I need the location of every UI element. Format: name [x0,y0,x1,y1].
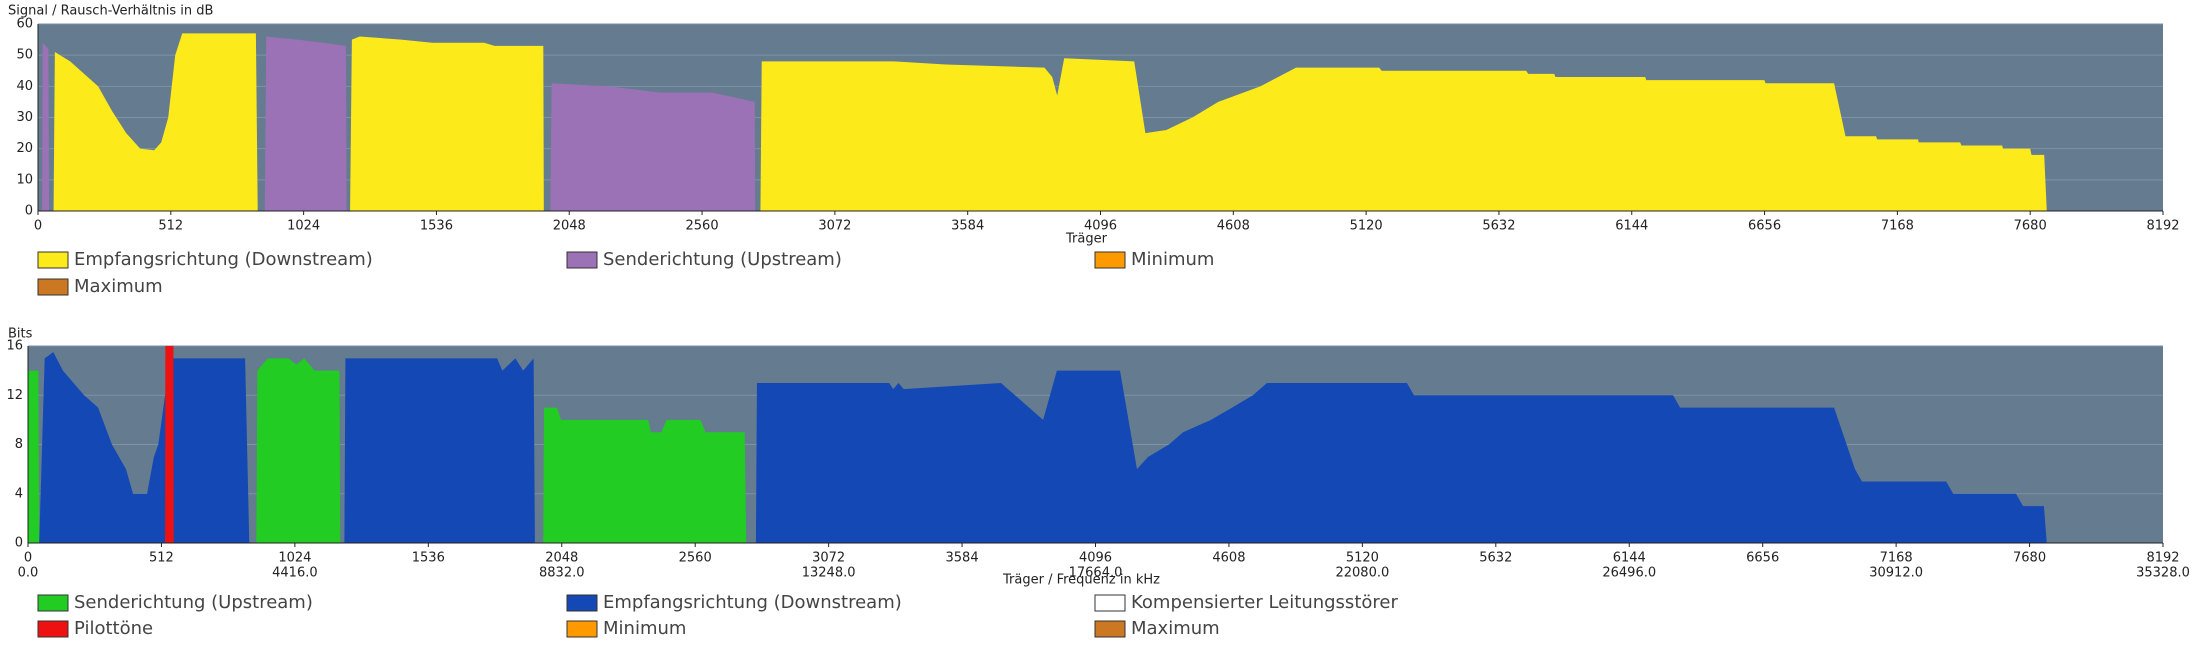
x2-tick-label: 30912.0 [1869,566,1923,581]
x-tick-label: 1024 [278,551,311,566]
series-area [53,33,2047,211]
x-tick-label: 5632 [1479,551,1512,566]
legend-swatch [37,278,69,296]
x-tick-label: 4096 [1084,219,1117,234]
x-tick-label: 1536 [420,219,453,234]
x-tick-label: 3072 [818,219,851,234]
x-tick-label: 6656 [1746,551,1779,566]
series-layer [28,346,2047,543]
x-tick-label: 8192 [2146,219,2179,234]
legend-label: Pilottöne [74,618,153,639]
x2-tick-label: 4416.0 [272,566,318,581]
series-area [28,358,747,543]
x-tick-label: 512 [149,551,174,566]
x-tick-label: 4608 [1212,551,1245,566]
y-tick-label: 4 [15,486,23,501]
y-tick-label: 12 [6,388,23,403]
x-tick-label: 2560 [679,551,712,566]
legend-label: Maximum [74,276,163,297]
x-tick-label: 7680 [2013,551,2046,566]
x2-tick-label: 26496.0 [1602,566,1656,581]
y-tick-label: 30 [16,110,33,125]
x-axis-label: Träger [1065,232,1108,247]
legend-swatch [1094,620,1126,638]
x-tick-label: 4608 [1217,219,1250,234]
x-axis-label: Träger / Frequenz in kHz [1002,573,1160,588]
chart: Signal / Rausch-Verhältnis in dB 0 10 20 30 4… [8,4,2180,298]
series-layer [42,33,2047,211]
x-tick-label: 2048 [545,551,578,566]
legend-swatch [37,620,69,638]
x-tick-label: 2048 [553,219,586,234]
y-tick-label: 50 [16,48,33,63]
x2-tick-label: 13248.0 [802,566,856,581]
x-tick-label: 1536 [412,551,445,566]
legend-swatch [37,251,69,269]
legend-label: Senderichtung (Upstream) [603,249,842,270]
legend-swatch [37,594,69,612]
axis-title: Signal / Rausch-Verhältnis in dB [8,4,213,19]
y-tick-label: 40 [16,79,33,94]
x-tick-label: 3584 [946,551,979,566]
x-tick-label: 4096 [1079,551,1112,566]
y-tick-label: 0 [25,204,33,219]
x-tick-label: 0 [24,551,32,566]
x-tick-label: 8192 [2146,551,2179,566]
x2-tick-label: 22080.0 [1335,566,1389,581]
x-tick-label: 5632 [1482,219,1515,234]
x-tick-label: 3072 [812,551,845,566]
x2-tick-label: 0.0 [18,566,39,581]
y-tick-label: 8 [15,437,23,452]
x2-tick-label: 17664.0 [1069,566,1123,581]
x-tick-label: 1024 [287,219,320,234]
x-tick-label: 7168 [1880,551,1913,566]
x-tick-label: 6656 [1748,219,1781,234]
chart: Bits 0 4 8 12 16 Senderichtung (Upstream) Empfa… [6,327,2189,640]
y-tick-label: 60 [16,17,33,32]
legend-label: Kompensierter Leitungsstörer [1131,592,1398,613]
legend-swatch [566,594,598,612]
x-tick-label: 512 [158,219,183,234]
legend-label: Empfangsrichtung (Downstream) [603,592,902,613]
x2-tick-label: 35328.0 [2136,566,2190,581]
x-tick-label: 7168 [1881,219,1914,234]
x-tick-label: 2560 [686,219,719,234]
series-area [165,346,174,543]
series-area [42,36,756,211]
series-area [39,352,2047,543]
legend-swatch [566,620,598,638]
legend-swatch [1094,594,1126,612]
x2-tick-label: 8832.0 [539,566,585,581]
legend-label: Empfangsrichtung (Downstream) [74,249,373,270]
x-tick-label: 3584 [951,219,984,234]
x-tick-label: 6144 [1613,551,1646,566]
legend-swatch [1094,251,1126,269]
legend-label: Minimum [603,618,686,639]
x-tick-label: 0 [34,219,42,234]
legend-label: Maximum [1131,618,1220,639]
y-tick-label: 10 [16,172,33,187]
x-tick-label: 5120 [1346,551,1379,566]
y-tick-label: 0 [15,536,23,551]
x-tick-label: 7680 [2014,219,2047,234]
x-tick-label: 5120 [1350,219,1383,234]
legend-swatch [566,251,598,269]
y-tick-label: 20 [16,141,33,156]
x-tick-label: 6144 [1615,219,1648,234]
y-tick-label: 16 [6,339,23,354]
legend-label: Senderichtung (Upstream) [74,592,313,613]
axis-title: Bits [8,327,33,342]
legend-label: Minimum [1131,249,1214,270]
